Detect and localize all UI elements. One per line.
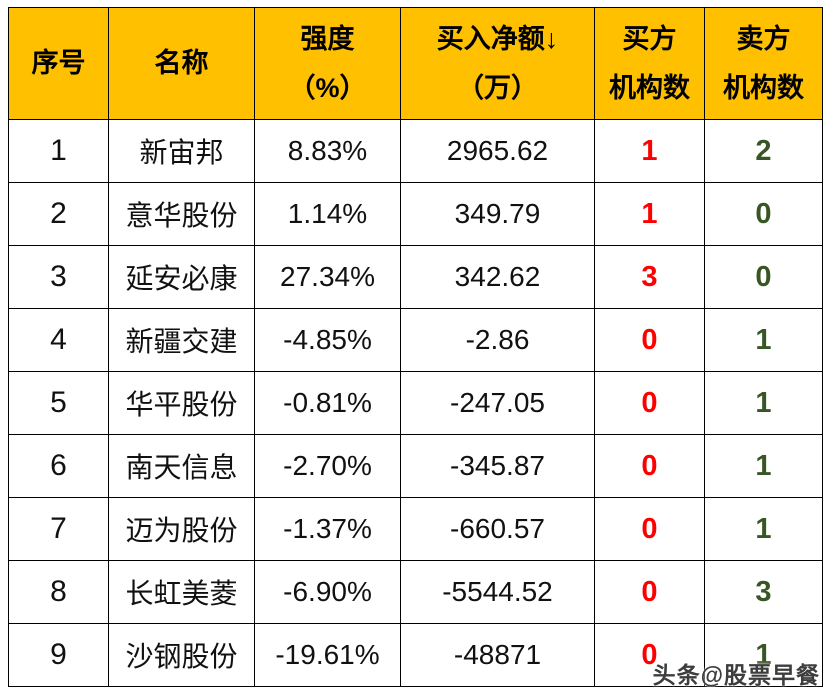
cell-strength-pct: -1.37% [254, 497, 401, 561]
col-header-no-line: 序号 [31, 48, 86, 78]
stock-table: 序号 名称 强度 （%） 买入净额↓ （万） 买方 机构数 卖方 机构数 1 新宙邦 8.83% 296… [8, 7, 823, 687]
col-header-buyers: 买方 机构数 [594, 7, 705, 120]
cell-buyer-institutions: 0 [594, 434, 705, 498]
cell-buyer-institutions: 0 [594, 560, 705, 624]
col-header-sellers-line: 机构数 [723, 72, 804, 103]
cell-net-buy: 2965.62 [400, 119, 595, 183]
col-header-name-line: 名称 [154, 48, 209, 78]
cell-net-buy: -660.57 [400, 497, 595, 561]
cell-serial: 5 [8, 371, 109, 435]
cell-stock-name: 意华股份 [108, 182, 255, 246]
col-header-sellers: 卖方 机构数 [704, 7, 823, 120]
cell-buyer-institutions: 0 [594, 308, 705, 372]
cell-strength-pct: -4.85% [254, 308, 401, 372]
col-header-net-buy-line: 买入净额↓ [436, 23, 559, 54]
cell-seller-institutions: 1 [704, 497, 823, 561]
cell-strength-pct: -6.90% [254, 560, 401, 624]
table-row: 7 迈为股份 -1.37% -660.57 0 1 [8, 497, 823, 561]
cell-net-buy: 342.62 [400, 245, 595, 309]
cell-stock-name: 迈为股份 [108, 497, 255, 561]
table-row: 9 沙钢股份 -19.61% -48871 0 1 [8, 623, 823, 687]
cell-buyer-institutions: 3 [594, 245, 705, 309]
cell-seller-institutions: 1 [704, 623, 823, 687]
col-header-buyers-line: 买方 [622, 23, 677, 54]
cell-net-buy: -345.87 [400, 434, 595, 498]
cell-buyer-institutions: 0 [594, 623, 705, 687]
col-header-buyers-line: 机构数 [609, 72, 690, 103]
cell-serial: 9 [8, 623, 109, 687]
cell-serial: 2 [8, 182, 109, 246]
col-header-strength-line: 强度 [300, 23, 355, 54]
cell-strength-pct: 1.14% [254, 182, 401, 246]
cell-stock-name: 沙钢股份 [108, 623, 255, 687]
cell-seller-institutions: 0 [704, 245, 823, 309]
cell-stock-name: 长虹美菱 [108, 560, 255, 624]
table-row: 2 意华股份 1.14% 349.79 1 0 [8, 182, 823, 246]
col-header-no: 序号 [8, 7, 109, 120]
watermark-toutiao: 头条@股票早餐 [652, 662, 820, 688]
table-row: 1 新宙邦 8.83% 2965.62 1 2 [8, 119, 823, 183]
cell-strength-pct: 8.83% [254, 119, 401, 183]
table-row: 6 南天信息 -2.70% -345.87 0 1 [8, 434, 823, 498]
cell-serial: 3 [8, 245, 109, 309]
cell-net-buy: -2.86 [400, 308, 595, 372]
col-header-name: 名称 [108, 7, 255, 120]
cell-serial: 1 [8, 119, 109, 183]
cell-net-buy: -5544.52 [400, 560, 595, 624]
cell-seller-institutions: 1 [704, 308, 823, 372]
col-header-net-buy-line: （万） [457, 72, 538, 103]
table-row: 4 新疆交建 -4.85% -2.86 0 1 [8, 308, 823, 372]
cell-serial: 7 [8, 497, 109, 561]
cell-stock-name: 南天信息 [108, 434, 255, 498]
cell-serial: 8 [8, 560, 109, 624]
col-header-strength-line: （%） [288, 72, 367, 103]
table-row: 3 延安必康 27.34% 342.62 3 0 [8, 245, 823, 309]
col-header-sellers-line: 卖方 [736, 23, 791, 54]
cell-buyer-institutions: 0 [594, 497, 705, 561]
table-row: 8 长虹美菱 -6.90% -5544.52 0 3 [8, 560, 823, 624]
cell-strength-pct: -19.61% [254, 623, 401, 687]
cell-seller-institutions: 0 [704, 182, 823, 246]
col-header-net-buy: 买入净额↓ （万） [400, 7, 595, 120]
cell-seller-institutions: 2 [704, 119, 823, 183]
cell-strength-pct: -2.70% [254, 434, 401, 498]
cell-seller-institutions: 1 [704, 434, 823, 498]
cell-stock-name: 华平股份 [108, 371, 255, 435]
cell-buyer-institutions: 0 [594, 371, 705, 435]
cell-seller-institutions: 3 [704, 560, 823, 624]
cell-seller-institutions: 1 [704, 371, 823, 435]
cell-stock-name: 新宙邦 [108, 119, 255, 183]
header-row: 序号 名称 强度 （%） 买入净额↓ （万） 买方 机构数 卖方 机构数 [8, 7, 823, 120]
table-row: 5 华平股份 -0.81% -247.05 0 1 [8, 371, 823, 435]
cell-serial: 4 [8, 308, 109, 372]
cell-stock-name: 延安必康 [108, 245, 255, 309]
table-header: 序号 名称 强度 （%） 买入净额↓ （万） 买方 机构数 卖方 机构数 [8, 7, 823, 120]
cell-strength-pct: 27.34% [254, 245, 401, 309]
cell-buyer-institutions: 1 [594, 182, 705, 246]
cell-stock-name: 新疆交建 [108, 308, 255, 372]
cell-net-buy: -247.05 [400, 371, 595, 435]
table-body: 1 新宙邦 8.83% 2965.62 1 2 2 意华股份 1.14% 349.79 1 0 3 延安必… [8, 119, 823, 687]
cell-net-buy: -48871 [400, 623, 595, 687]
cell-buyer-institutions: 1 [594, 119, 705, 183]
cell-net-buy: 349.79 [400, 182, 595, 246]
cell-serial: 6 [8, 434, 109, 498]
cell-strength-pct: -0.81% [254, 371, 401, 435]
col-header-strength: 强度 （%） [254, 7, 401, 120]
